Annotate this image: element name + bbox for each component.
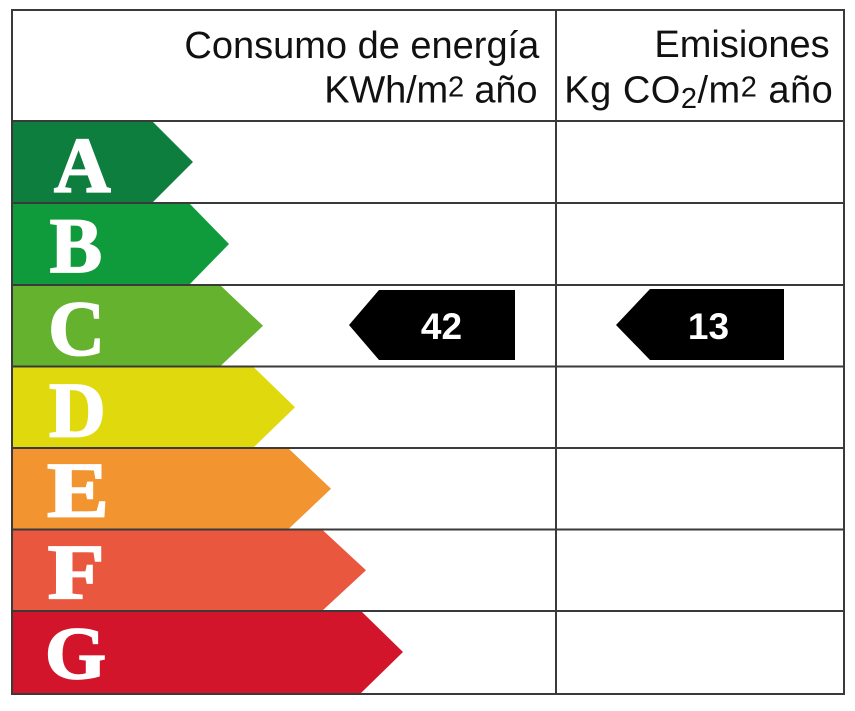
svg-text:C: C <box>48 285 105 372</box>
svg-text:A: A <box>54 121 111 208</box>
svg-text:E: E <box>47 447 109 534</box>
svg-text:13: 13 <box>688 306 729 347</box>
svg-text:F: F <box>48 529 105 616</box>
svg-text:42: 42 <box>421 306 462 347</box>
svg-text:B: B <box>50 202 102 289</box>
svg-text:Consumo de energía: Consumo de energía <box>184 25 540 67</box>
svg-text:G: G <box>45 614 106 696</box>
svg-text:KWh/m2 año: KWh/m2 año <box>324 70 537 112</box>
svg-text:Emisiones: Emisiones <box>654 24 829 66</box>
svg-text:D: D <box>49 367 106 454</box>
svg-text:Kg CO2/m2 año: Kg CO2/m2 año <box>564 70 833 116</box>
